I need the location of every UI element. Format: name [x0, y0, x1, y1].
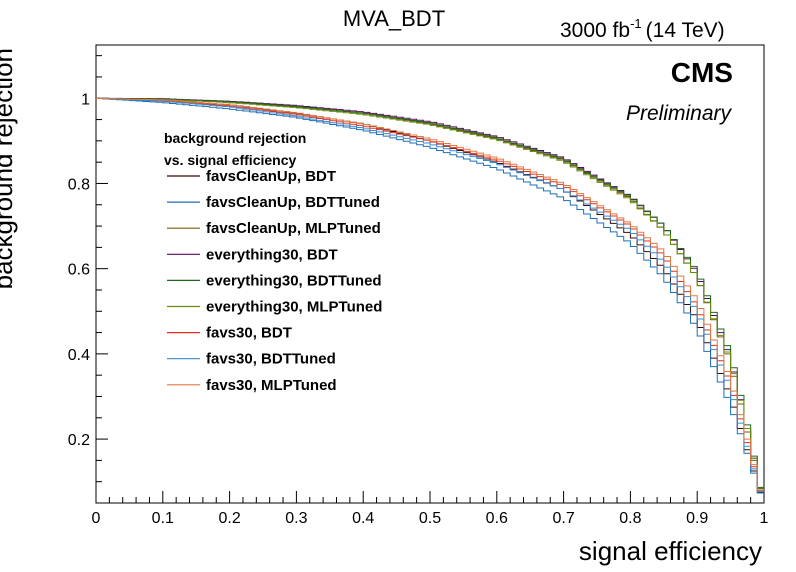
legend-entry-label: everything30, MLPTuned — [206, 299, 382, 316]
x-tick-label: 0.9 — [686, 510, 708, 527]
legend-entry-label: favsCleanUp, BDTTuned — [206, 194, 380, 211]
x-tick-label: 1 — [760, 510, 769, 527]
legend-title-line2: vs. signal efficiency — [164, 152, 296, 168]
energy-label: (14 TeV) — [646, 19, 725, 42]
cms-label: CMS — [671, 57, 733, 88]
legend-entry-label: favs30, BDTTuned — [206, 351, 336, 368]
curves — [96, 97, 764, 494]
legend-entry-label: favs30, MLPTuned — [206, 377, 337, 394]
axis-ticks: 0 0.1 0.2 0.3 0.4 0.5 0.6 0.7 0.8 0.9 1 0.2 0.4 0.6 0.… — [68, 55, 769, 527]
lumi-label: 3000 fb-1 (14 TeV) — [560, 16, 725, 42]
x-tick-label: 0.1 — [152, 510, 174, 527]
series-line — [96, 97, 764, 491]
legend-title-line1: background rejection — [164, 130, 306, 146]
x-tick-label: 0.6 — [486, 510, 508, 527]
legend-entry-label: favsCleanUp, MLPTuned — [206, 220, 381, 237]
y-tick-label: 0.4 — [68, 347, 90, 364]
chart-title: MVA_BDT — [343, 6, 445, 31]
x-axis-label: signal efficiency — [579, 536, 762, 566]
y-tick-label: 0.2 — [68, 432, 90, 449]
legend-entry-label: everything30, BDT — [206, 246, 338, 263]
preliminary-label: Preliminary — [626, 102, 733, 125]
legend-entry-label: favs30, BDT — [206, 325, 292, 342]
legend-entry-label: favsCleanUp, BDT — [206, 168, 336, 185]
x-tick-label: 0 — [92, 510, 101, 527]
lumi-value: 3000 fb — [560, 19, 630, 42]
legend: background rejection vs. signal efficien… — [164, 130, 382, 394]
x-tick-label: 0.7 — [552, 510, 574, 527]
series-line — [96, 97, 764, 489]
legend-entry-label: everything30, BDTTuned — [206, 272, 382, 289]
y-tick-label: 1 — [81, 91, 90, 108]
x-tick-label: 0.4 — [352, 510, 374, 527]
x-tick-label: 0.5 — [419, 510, 441, 527]
y-axis-label: background rejection — [0, 48, 18, 289]
y-tick-label: 0.8 — [68, 176, 90, 193]
y-tick-label: 0.6 — [68, 262, 90, 279]
x-tick-label: 0.2 — [218, 510, 240, 527]
lumi-exponent: -1 — [630, 16, 642, 31]
series-line — [96, 97, 764, 494]
x-tick-label: 0.3 — [285, 510, 307, 527]
series-line — [96, 97, 764, 493]
x-tick-label: 0.8 — [619, 510, 641, 527]
